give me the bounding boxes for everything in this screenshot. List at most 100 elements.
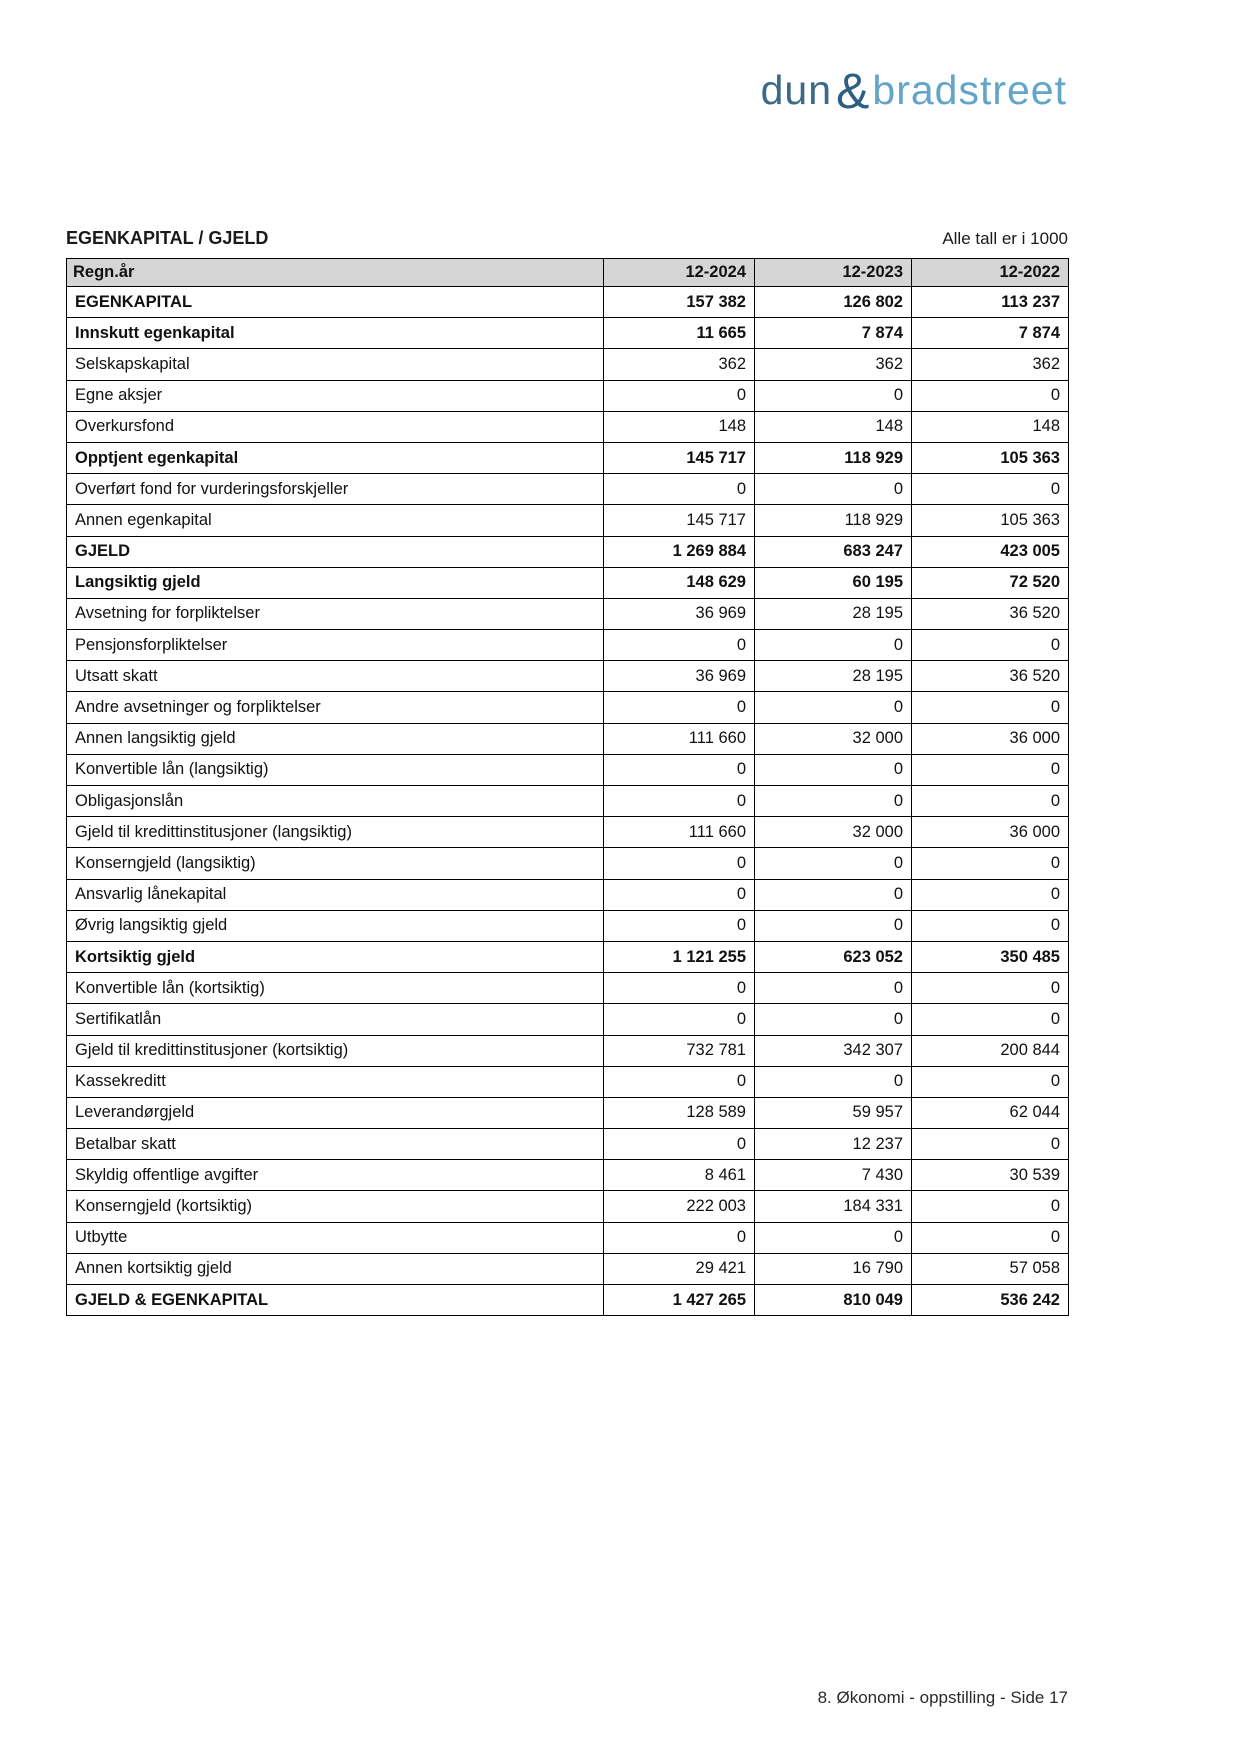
row-label: EGENKAPITAL — [66, 285, 604, 319]
row-value: 0 — [911, 878, 1069, 911]
page-title: EGENKAPITAL / GJELD — [66, 228, 269, 248]
logo-text-bradstreet: bradstreet — [872, 67, 1067, 113]
row-value: 0 — [754, 1003, 912, 1036]
row-value: 0 — [911, 379, 1069, 412]
row-label: Pensjonsforpliktelser — [66, 629, 604, 662]
row-label: Selskapskapital — [66, 348, 604, 381]
row-value: 0 — [603, 473, 755, 506]
row-value: 128 589 — [603, 1096, 755, 1130]
column-header-regnaar: Regn.år — [66, 258, 604, 287]
table-row: Konserngjeld (kortsiktig) 222 003 184 331 0 — [66, 1190, 1069, 1223]
row-value: 0 — [603, 691, 755, 724]
row-value: 7 874 — [754, 317, 912, 350]
row-label: Obligasjonslån — [66, 784, 604, 818]
table-row: Utsatt skatt 36 969 28 195 36 520 — [66, 660, 1069, 693]
row-value: 0 — [911, 1190, 1069, 1223]
row-value: 7 874 — [911, 317, 1069, 350]
row-value: 362 — [603, 348, 755, 381]
row-label: Egne aksjer — [66, 379, 604, 412]
row-label: Andre avsetninger og forpliktelser — [66, 691, 604, 724]
row-label: Overkursfond — [66, 410, 604, 443]
row-value: 350 485 — [911, 940, 1069, 974]
row-value: 28 195 — [754, 597, 912, 631]
row-value: 0 — [911, 1221, 1069, 1254]
row-value: 148 — [603, 410, 755, 443]
row-value: 148 629 — [603, 566, 755, 599]
row-value: 0 — [911, 1128, 1069, 1161]
row-value: 36 969 — [603, 660, 755, 693]
row-label: Utbytte — [66, 1221, 604, 1254]
row-label: Avsetning for forpliktelser — [66, 597, 604, 631]
row-value: 118 929 — [754, 504, 912, 537]
row-value: 0 — [911, 629, 1069, 662]
row-value: 111 660 — [603, 816, 755, 849]
row-value: 0 — [754, 629, 912, 662]
row-value: 362 — [754, 348, 912, 381]
row-value: 0 — [603, 753, 755, 787]
row-label: Annen langsiktig gjeld — [66, 722, 604, 755]
table-row: Annen langsiktig gjeld 111 660 32 000 36 00… — [66, 722, 1069, 755]
row-value: 0 — [603, 1221, 755, 1254]
row-value: 7 430 — [754, 1159, 912, 1192]
table-row: Opptjent egenkapital 145 717 118 929 105 36… — [66, 441, 1069, 475]
row-value: 145 717 — [603, 504, 755, 537]
row-value: 0 — [754, 909, 912, 942]
table-row: Pensjonsforpliktelser 0 0 0 — [66, 629, 1069, 662]
row-label: Innskutt egenkapital — [66, 317, 604, 350]
row-label: Konserngjeld (langsiktig) — [66, 847, 604, 880]
row-value: 1 121 255 — [603, 940, 755, 974]
table-row: GJELD & EGENKAPITAL 1 427 265 810 049 536 2… — [66, 1283, 1069, 1317]
row-value: 62 044 — [911, 1096, 1069, 1130]
row-value: 0 — [603, 878, 755, 911]
table-header-row: Regn.år 12-2024 12-2023 12-2022 — [66, 258, 1069, 287]
table-row: Leverandørgjeld 128 589 59 957 62 044 — [66, 1096, 1069, 1130]
column-header-12-2022: 12-2022 — [911, 258, 1069, 287]
row-label: Skyldig offentlige avgifter — [66, 1159, 604, 1192]
table-row: Konvertible lån (langsiktig) 0 0 0 — [66, 753, 1069, 787]
row-value: 0 — [754, 753, 912, 787]
table-row: Sertifikatlån 0 0 0 — [66, 1003, 1069, 1036]
table-row: Øvrig langsiktig gjeld 0 0 0 — [66, 909, 1069, 942]
row-value: 0 — [911, 1003, 1069, 1036]
column-header-12-2023: 12-2023 — [754, 258, 912, 287]
table-row: Annen egenkapital 145 717 118 929 105 363 — [66, 504, 1069, 537]
row-label: Konvertible lån (langsiktig) — [66, 753, 604, 787]
row-value: 0 — [603, 379, 755, 412]
row-value: 36 969 — [603, 597, 755, 631]
title-row: EGENKAPITAL / GJELD Alle tall er i 1000 — [66, 228, 1068, 249]
table-row: Avsetning for forpliktelser 36 969 28 195 3… — [66, 597, 1069, 631]
row-value: 0 — [603, 1065, 755, 1098]
table-row: GJELD 1 269 884 683 247 423 005 — [66, 535, 1069, 568]
row-value: 362 — [911, 348, 1069, 381]
row-value: 1 269 884 — [603, 535, 755, 568]
row-value: 0 — [754, 847, 912, 880]
logo-ampersand-icon: & — [836, 63, 871, 119]
row-value: 222 003 — [603, 1190, 755, 1223]
row-value: 36 520 — [911, 660, 1069, 693]
row-value: 0 — [911, 847, 1069, 880]
row-value: 59 957 — [754, 1096, 912, 1130]
row-value: 0 — [754, 972, 912, 1005]
row-label: Leverandørgjeld — [66, 1096, 604, 1130]
row-value: 148 — [754, 410, 912, 443]
row-value: 423 005 — [911, 535, 1069, 568]
row-value: 1 427 265 — [603, 1283, 755, 1317]
row-value: 36 520 — [911, 597, 1069, 631]
row-value: 105 363 — [911, 504, 1069, 537]
row-value: 683 247 — [754, 535, 912, 568]
row-value: 0 — [754, 691, 912, 724]
row-value: 0 — [754, 1065, 912, 1098]
row-value: 113 237 — [911, 285, 1069, 319]
row-label: Langsiktig gjeld — [66, 566, 604, 599]
row-value: 0 — [603, 909, 755, 942]
table-row: Gjeld til kredittinstitusjoner (langsikt… — [66, 816, 1069, 849]
row-value: 536 242 — [911, 1283, 1069, 1317]
row-label: Annen egenkapital — [66, 504, 604, 537]
table-row: Skyldig offentlige avgifter 8 461 7 430 30 … — [66, 1159, 1069, 1192]
table-row: Selskapskapital 362 362 362 — [66, 348, 1069, 381]
row-value: 0 — [754, 473, 912, 506]
table-row: Konvertible lån (kortsiktig) 0 0 0 — [66, 972, 1069, 1005]
row-value: 118 929 — [754, 441, 912, 475]
row-label: Opptjent egenkapital — [66, 441, 604, 475]
